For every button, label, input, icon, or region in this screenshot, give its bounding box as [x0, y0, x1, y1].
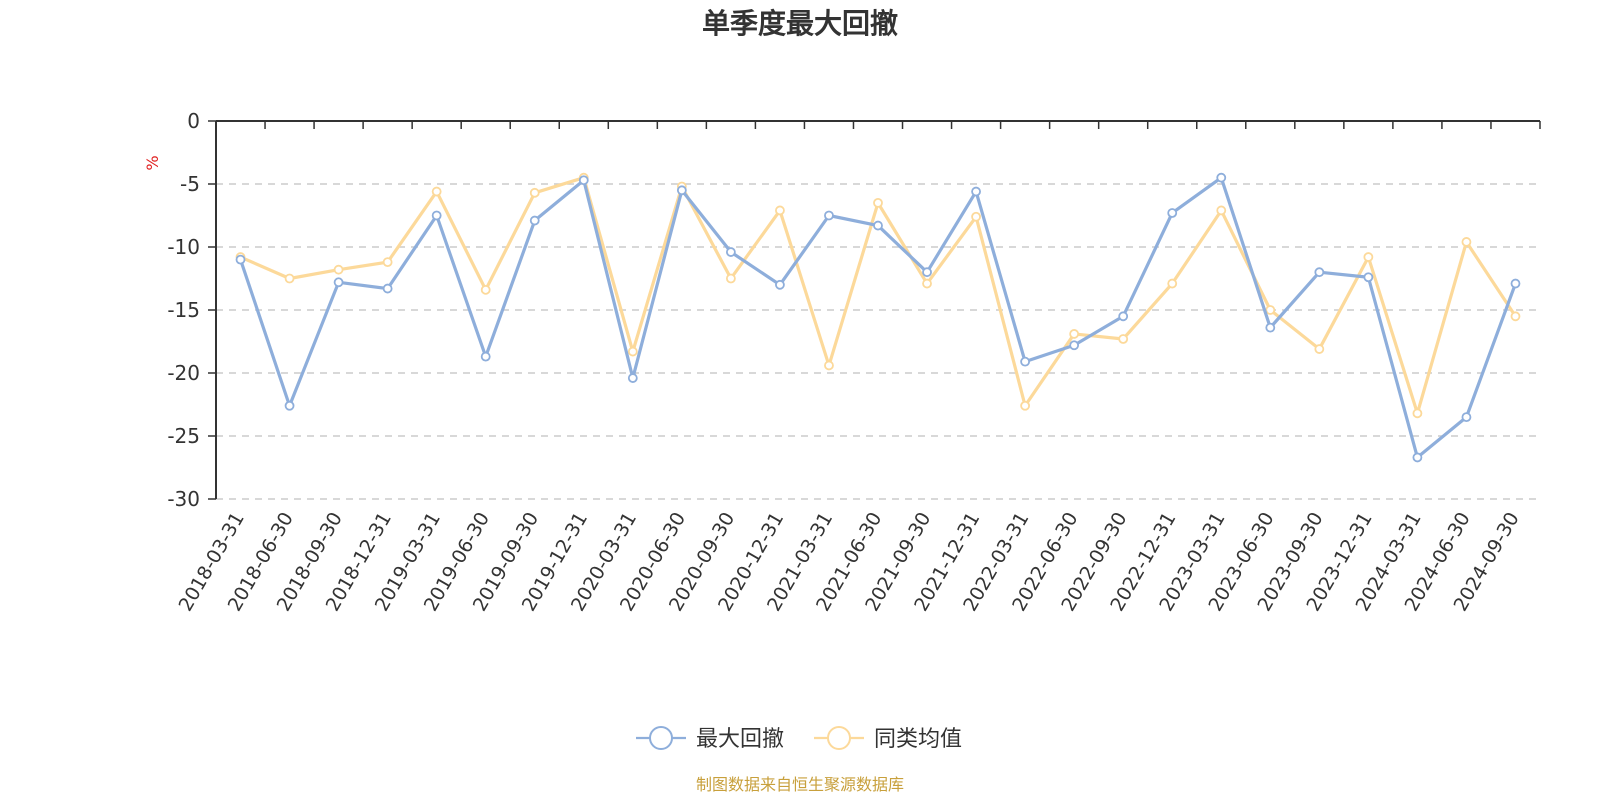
legend-marker-icon	[827, 726, 851, 750]
data-point[interactable]	[1020, 400, 1031, 411]
y-axis-ticks: 0 -5 -10 -15 -20 -25 -30	[167, 109, 216, 511]
data-point[interactable]	[1118, 334, 1129, 344]
y-axis-unit-label: %	[143, 155, 162, 170]
y-tick-label: -20	[167, 361, 200, 385]
data-point[interactable]	[824, 360, 834, 371]
data-point[interactable]	[1510, 278, 1521, 289]
data-point[interactable]	[1118, 311, 1129, 322]
data-point[interactable]	[676, 185, 687, 196]
series-line	[239, 176, 1517, 460]
data-point[interactable]	[1265, 322, 1276, 333]
data-point[interactable]	[1412, 452, 1423, 463]
data-point[interactable]	[627, 373, 638, 383]
y-tick-label: 0	[187, 109, 200, 133]
series-line	[239, 176, 1517, 415]
data-point[interactable]	[333, 264, 344, 275]
chart-title: 单季度最大回撤	[702, 7, 898, 40]
data-point[interactable]	[382, 283, 393, 294]
x-axis-ticks: 2018-03-312018-06-302018-09-302018-12-31…	[175, 121, 1541, 615]
data-point[interactable]	[922, 278, 932, 289]
data-point[interactable]	[382, 257, 393, 268]
data-point[interactable]	[1461, 412, 1472, 423]
legend-item[interactable]: 最大回撤	[636, 726, 784, 752]
y-tick-label: -10	[167, 235, 200, 259]
data-point[interactable]	[627, 346, 638, 357]
data-point[interactable]	[971, 211, 981, 222]
data-point[interactable]	[775, 279, 785, 290]
legend-marker-icon	[649, 726, 673, 750]
data-point[interactable]	[235, 254, 246, 265]
data-point[interactable]	[1216, 205, 1227, 216]
data-point[interactable]	[480, 351, 491, 362]
data-point[interactable]	[529, 215, 540, 226]
legend[interactable]: 最大回撤 同类均值	[636, 726, 962, 752]
data-point[interactable]	[1412, 408, 1423, 419]
grid-lines	[216, 183, 1540, 500]
data-point[interactable]	[725, 273, 736, 284]
data-point[interactable]	[1216, 172, 1227, 183]
data-point[interactable]	[284, 273, 295, 284]
data-point[interactable]	[1069, 340, 1080, 351]
data-point[interactable]	[1314, 344, 1325, 354]
data-point[interactable]	[1510, 311, 1521, 322]
data-point[interactable]	[725, 247, 736, 257]
data-point[interactable]	[431, 210, 442, 221]
data-source-note: 制图数据来自恒生聚源数据库	[696, 775, 904, 794]
data-point[interactable]	[775, 205, 785, 216]
data-point[interactable]	[824, 210, 834, 221]
data-point[interactable]	[971, 186, 981, 197]
y-tick-label: -30	[167, 487, 200, 511]
data-point[interactable]	[1167, 208, 1178, 218]
data-point[interactable]	[1314, 267, 1325, 278]
y-tick-label: -5	[180, 172, 200, 196]
data-point[interactable]	[1069, 329, 1080, 339]
legend-label: 同类均值	[874, 727, 962, 752]
data-point[interactable]	[1167, 278, 1178, 289]
series-lines	[235, 172, 1521, 463]
data-point[interactable]	[922, 267, 932, 278]
y-tick-label: -25	[167, 424, 200, 448]
y-tick-label: -15	[167, 298, 200, 322]
data-point[interactable]	[529, 187, 540, 198]
data-point[interactable]	[1363, 252, 1374, 262]
data-point[interactable]	[1020, 356, 1031, 367]
data-point[interactable]	[333, 277, 344, 288]
data-point[interactable]	[284, 400, 295, 411]
data-point[interactable]	[480, 284, 491, 295]
series-最大回撤	[235, 172, 1521, 463]
data-point[interactable]	[1363, 272, 1374, 283]
data-point[interactable]	[873, 197, 883, 208]
legend-item[interactable]: 同类均值	[814, 726, 962, 752]
data-point[interactable]	[578, 175, 589, 186]
data-point[interactable]	[873, 220, 883, 231]
series-同类均值	[235, 172, 1521, 419]
data-point[interactable]	[1461, 237, 1472, 247]
legend-label: 最大回撤	[696, 727, 784, 752]
data-point[interactable]	[431, 186, 442, 197]
data-point[interactable]	[1265, 305, 1276, 315]
